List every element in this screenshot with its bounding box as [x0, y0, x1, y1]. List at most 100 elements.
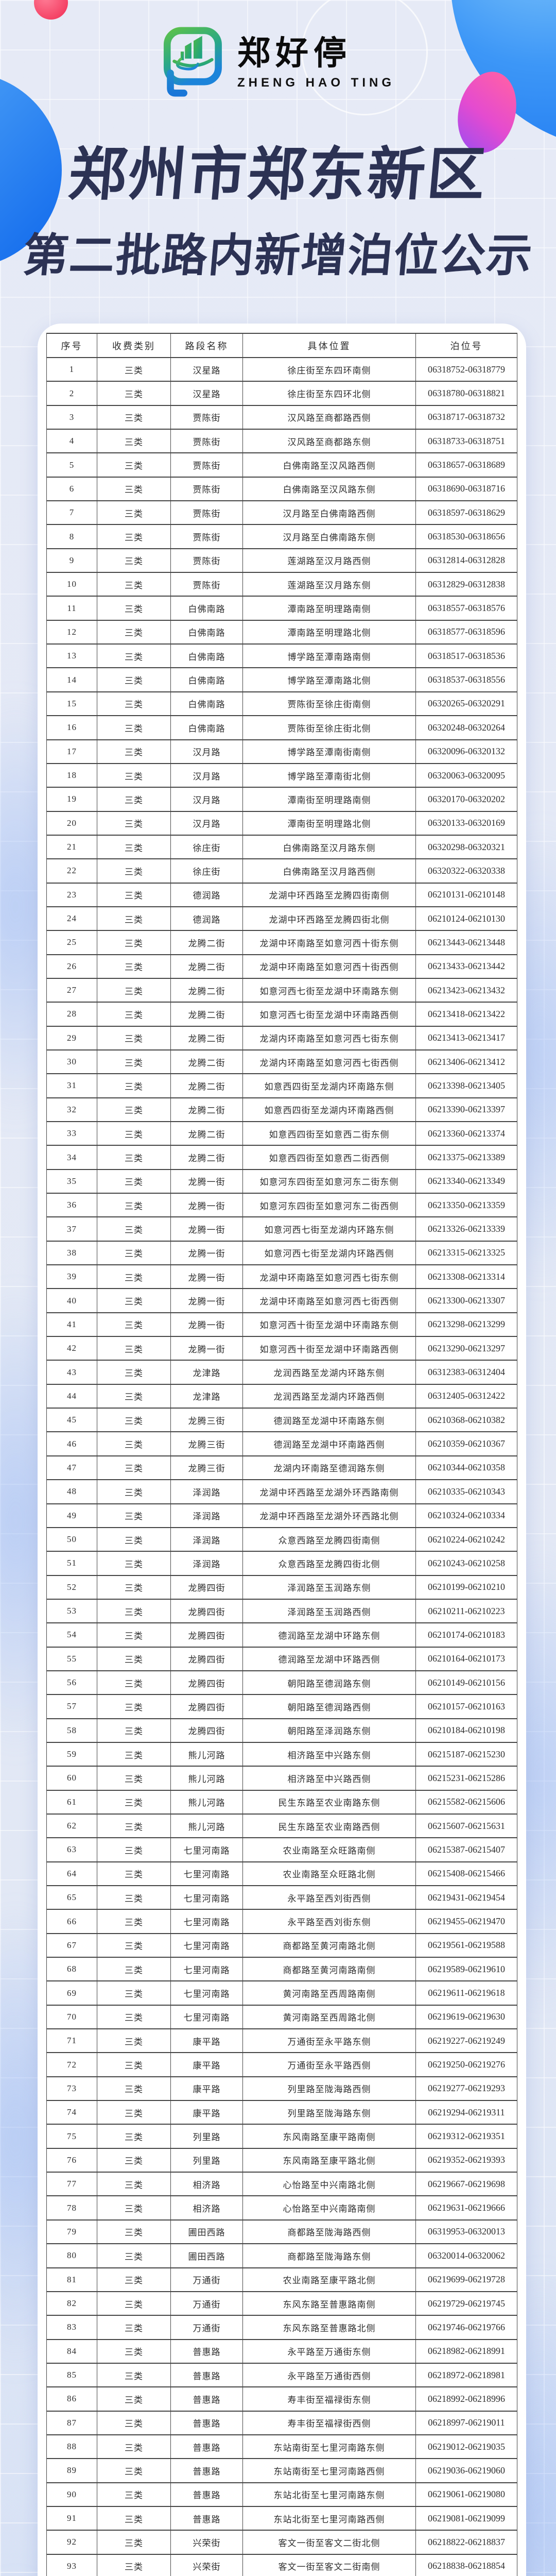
table-cell: 三类 [97, 1240, 171, 1266]
table-cell: 徐庄街至东四环北侧 [242, 381, 416, 406]
table-row: 6 三类 贾陈街 白佛南路至汉风路东侧 06318690-06318716 [46, 476, 517, 502]
table-cell: 72 [46, 2052, 97, 2077]
table-cell: 如意西四街至龙湖内环南路东侧 [242, 1073, 416, 1098]
table-cell: 06210335-06210343 [415, 1479, 517, 1504]
table-row: 33 三类 龙腾二街 如意西四街至如意西二街东侧 06213360-06213374 [46, 1121, 517, 1146]
table-cell: 白佛南路 [170, 643, 243, 669]
table-cell: 80 [46, 2243, 97, 2268]
table-cell: 3 [46, 404, 97, 430]
table-cell: 圃田西路 [170, 2219, 243, 2245]
table-cell: 三类 [97, 1694, 171, 1719]
table-cell: 06218838-06218854 [415, 2553, 517, 2576]
table-cell: 43 [46, 1360, 97, 1385]
table-cell: 龙润西路至龙湖内环路西侧 [242, 1383, 416, 1409]
table-row: 12 三类 白佛南路 潭南路至明理路北侧 06318577-06318596 [46, 619, 517, 645]
table-cell: 三类 [97, 500, 171, 526]
table-cell: 三类 [97, 1718, 171, 1743]
table-cell: 兴荣街 [170, 2553, 243, 2576]
table-cell: 三类 [97, 2338, 171, 2364]
table-cell: 06219631-06219666 [415, 2195, 517, 2221]
table-cell: 06210124-06210130 [415, 906, 517, 931]
table-cell: 三类 [97, 619, 171, 645]
table-cell: 泽润路 [170, 1527, 243, 1552]
table-cell: 06219352-06219393 [415, 2147, 517, 2173]
table-cell: 圃田西路 [170, 2243, 243, 2268]
table-cell: 贾陈街 [170, 500, 243, 526]
table-cell: 东站北街至七里河南路西侧 [242, 2505, 416, 2531]
table-cell: 寿丰街至福禄街西侧 [242, 2410, 416, 2435]
table-cell: 列里路至陇海路东侧 [242, 2100, 416, 2125]
table-cell: 三类 [97, 2195, 171, 2221]
table-cell: 06320298-06320321 [415, 834, 517, 860]
table-cell: 三类 [97, 2458, 171, 2483]
table-row: 19 三类 汉月路 潭南街至明理路南侧 06320170-06320202 [46, 787, 517, 812]
table-cell: 64 [46, 1861, 97, 1887]
table-cell: 8 [46, 524, 97, 549]
table-cell: 19 [46, 787, 97, 812]
table-cell: 德润路至龙湖中环路西侧 [242, 1646, 416, 1671]
table-cell: 62 [46, 1813, 97, 1839]
table-cell: 06213350-06213359 [415, 1193, 517, 1218]
table-cell: 普惠路 [170, 2505, 243, 2531]
table-cell: 06219312-06219351 [415, 2124, 517, 2149]
table-cell: 06320014-06320062 [415, 2243, 517, 2268]
table-row: 63 三类 七里河南路 农业南路至众旺路南侧 06215387-06215407 [46, 1837, 517, 1862]
table-cell: 06320265-06320291 [415, 691, 517, 717]
table-row: 81 三类 万通街 农业南路至康平路北侧 06219699-06219728 [46, 2267, 517, 2292]
table-cell: 三类 [97, 2482, 171, 2507]
table-cell: 龙腾一街 [170, 1168, 243, 1194]
table-cell: 三类 [97, 1431, 171, 1456]
table-cell: 贾陈街至徐庄街北侧 [242, 715, 416, 740]
table-cell: 龙湖内环南路至德润路东侧 [242, 1455, 416, 1481]
table-cell: 龙腾一街 [170, 1193, 243, 1218]
table-cell: 熊儿河路 [170, 1789, 243, 1815]
table-cell: 39 [46, 1264, 97, 1290]
table-cell: 06318690-06318716 [415, 476, 517, 502]
table-cell: 泽润路至玉润路东侧 [242, 1574, 416, 1600]
table-cell: 三类 [97, 691, 171, 717]
table-cell: 贾陈街 [170, 429, 243, 454]
table-cell: 民生东路至农业南路西侧 [242, 1813, 416, 1839]
table-row: 89 三类 普惠路 东站南街至七里河南路西侧 06219036-06219060 [46, 2458, 517, 2483]
table-cell: 普惠路 [170, 2386, 243, 2412]
table-cell: 龙腾二街 [170, 930, 243, 955]
table-cell: 三类 [97, 1813, 171, 1839]
table-cell: 三类 [97, 357, 171, 382]
table-cell: 三类 [97, 2434, 171, 2460]
table-header: 序号 收费类别 路段名称 具体位置 泊位号 [46, 333, 517, 358]
table-row: 50 三类 泽润路 众意西路至龙腾四街南侧 06210224-06210242 [46, 1527, 517, 1552]
column-header: 具体位置 [242, 333, 416, 358]
table-cell: 88 [46, 2434, 97, 2460]
table-cell: 06213413-06213417 [415, 1025, 517, 1050]
table-row: 49 三类 泽润路 龙湖中环西路至龙湖外环西路北侧 06210324-06210334 [46, 1503, 517, 1528]
table-cell: 龙腾二街 [170, 1025, 243, 1050]
table-cell: 2 [46, 381, 97, 406]
table-cell: 三类 [97, 1288, 171, 1313]
table-cell: 三类 [97, 476, 171, 502]
table-cell: 德润路至龙湖中环路东侧 [242, 1622, 416, 1648]
table-row: 29 三类 龙腾二街 龙湖内环南路至如意河西七街东侧 06213413-06213417 [46, 1025, 517, 1050]
table-cell: 三类 [97, 1408, 171, 1433]
table-cell: 黄河南路至西周路北侧 [242, 2004, 416, 2030]
table-cell: 06320248-06320264 [415, 715, 517, 740]
table-row: 57 三类 龙腾四街 朝阳路至德润路西侧 06210157-06210163 [46, 1694, 517, 1719]
table-cell: 普惠路 [170, 2410, 243, 2435]
table-cell: 贾陈街 [170, 548, 243, 573]
table-cell: 三类 [97, 2291, 171, 2316]
table-cell: 57 [46, 1694, 97, 1719]
table-row: 85 三类 普惠路 永平路至万通街西侧 06218972-06218981 [46, 2362, 517, 2388]
table-cell: 三类 [97, 1551, 171, 1576]
table-cell: 农业南路至康平路北侧 [242, 2267, 416, 2292]
table-row: 58 三类 龙腾四街 朝阳路至泽润路东侧 06210184-06210198 [46, 1718, 517, 1743]
table-cell: 78 [46, 2195, 97, 2221]
table-cell: 20 [46, 810, 97, 836]
table-cell: 心怡路至中兴南路北侧 [242, 2172, 416, 2197]
table-cell: 如意河东四街至如意河东二街西侧 [242, 1193, 416, 1218]
table-row: 32 三类 龙腾二街 如意西四街至龙湖内环南路西侧 06213390-06213397 [46, 1097, 517, 1123]
table-cell: 熊儿河路 [170, 1766, 243, 1791]
table-cell: 30 [46, 1049, 97, 1075]
table-cell: 列里路 [170, 2124, 243, 2149]
table-cell: 61 [46, 1789, 97, 1815]
table-row: 90 三类 普惠路 东站北街至七里河南路东侧 06219061-06219080 [46, 2482, 517, 2507]
table-cell: 汉月路 [170, 739, 243, 764]
